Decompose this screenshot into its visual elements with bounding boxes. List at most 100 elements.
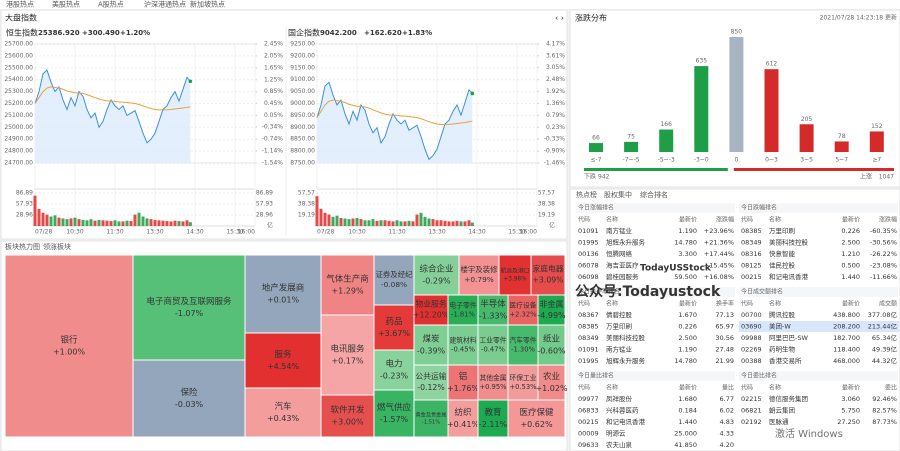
table-cell[interactable]: 和记电讯香港: [606, 417, 646, 426]
nav-arrows[interactable]: ‹ ›: [555, 14, 564, 23]
table-cell[interactable]: 明源云: [606, 429, 626, 438]
table-cell[interactable]: 香港交易所: [769, 356, 802, 365]
heatmap-cell[interactable]: [507, 399, 566, 438]
table-cell[interactable]: 万里印刷: [606, 323, 632, 331]
heatmap-cell[interactable]: [447, 294, 479, 326]
table-cell[interactable]: 00215: [741, 273, 762, 281]
sector-change: -2.11%: [479, 420, 508, 429]
heatmap-cell[interactable]: [320, 254, 375, 316]
top-tab[interactable]: 美股热点: [52, 0, 80, 9]
heatmap-cell[interactable]: [413, 324, 449, 366]
table-cell[interactable]: 06078: [578, 262, 599, 270]
table-cell[interactable]: 08349: [578, 334, 599, 342]
table-cell[interactable]: 海吉亚医疗: [606, 261, 639, 270]
heatmap-cell[interactable]: [413, 399, 449, 438]
table-cell[interactable]: 08349: [741, 239, 762, 247]
table-cell[interactable]: 00215: [578, 418, 599, 426]
heatmap-cell[interactable]: [132, 359, 246, 438]
top-tab[interactable]: 新加坡热点: [190, 0, 225, 9]
table-cell[interactable]: 00136: [578, 250, 599, 258]
x-tick-label: -5~-3: [658, 157, 675, 164]
table-cell[interactable]: 08316: [741, 250, 762, 258]
heatmap-cell[interactable]: [447, 324, 479, 366]
table-cell[interactable]: 06098: [578, 273, 599, 281]
table-cell[interactable]: 01995: [578, 357, 599, 365]
heatmap-cell[interactable]: [320, 394, 375, 438]
table-cell[interactable]: 06833: [578, 407, 599, 415]
table-cell[interactable]: 美丽科技控股: [606, 333, 646, 342]
heatmap-cell[interactable]: [373, 304, 415, 351]
heatmap-cell[interactable]: [244, 387, 322, 438]
table-cell[interactable]: 09988: [741, 334, 762, 342]
heatmap-cell[interactable]: [537, 324, 566, 366]
heatmap-cell[interactable]: [477, 294, 509, 326]
table-cell[interactable]: 阿里巴巴-SW: [769, 333, 808, 342]
table-cell[interactable]: 和记电讯香港: [769, 272, 809, 281]
table-cell[interactable]: 01995: [578, 239, 599, 247]
heatmap-cell[interactable]: [373, 254, 415, 306]
volume-bar: [53, 215, 57, 226]
table-cell[interactable]: 00388: [741, 357, 762, 365]
table-cell[interactable]: 倩碧控股: [606, 310, 633, 319]
table-cell[interactable]: 佳民控股: [769, 261, 796, 270]
table-cell[interactable]: 医脉通: [769, 417, 789, 426]
table-cell[interactable]: 02215: [741, 395, 762, 403]
table-cell[interactable]: 09977: [578, 395, 599, 403]
table-cell[interactable]: 旭辉永升服务: [606, 356, 646, 365]
table-cell[interactable]: 南方锰业: [606, 226, 633, 235]
table-cell[interactable]: 02269: [741, 346, 762, 354]
top-tab[interactable]: 港股热点: [6, 0, 34, 9]
table-cell[interactable]: 美团-W: [769, 322, 791, 331]
ranking-tab[interactable]: 热点榜: [576, 190, 597, 199]
table-cell[interactable]: 06821: [741, 407, 762, 415]
table-cell[interactable]: 朝云集团: [769, 406, 795, 415]
table-cell[interactable]: 08385: [741, 227, 762, 235]
table-cell[interactable]: 03690: [741, 323, 762, 331]
heatmap-cell[interactable]: [413, 254, 460, 296]
table-cell[interactable]: 凤祥股份: [606, 394, 633, 403]
table-cell[interactable]: 08367: [578, 311, 599, 319]
table-cell[interactable]: 01091: [578, 227, 599, 235]
table-cell[interactable]: 02192: [741, 418, 762, 426]
top-tab[interactable]: 沪深港通热点: [144, 0, 186, 9]
heatmap-cell[interactable]: [244, 332, 322, 389]
heatmap-cell[interactable]: [244, 254, 322, 334]
ranking-tab[interactable]: 综合排名: [640, 190, 668, 199]
column-header: 最新价: [842, 216, 860, 224]
heatmap-tab[interactable]: 板块热力图: [5, 242, 40, 251]
heatmap-cell[interactable]: [373, 389, 415, 438]
heatmap-cell[interactable]: [530, 254, 566, 296]
heatmap-cell[interactable]: [4, 254, 134, 438]
table-cell[interactable]: 快意智能: [769, 249, 796, 258]
ranking-tab[interactable]: 股权集中: [604, 190, 632, 199]
heatmap-tab[interactable]: 领涨板块: [43, 242, 71, 251]
sector-change: -0.47%: [481, 346, 505, 354]
table-cell[interactable]: 腾讯控股: [769, 310, 796, 319]
table-cell[interactable]: 09633: [578, 441, 599, 449]
table-cell[interactable]: 药明生物: [769, 345, 796, 354]
heatmap-cell[interactable]: [537, 364, 566, 401]
heatmap-cell[interactable]: [537, 294, 566, 326]
heatmap-cell[interactable]: [447, 364, 479, 401]
table-cell[interactable]: 农夫山泉: [606, 440, 633, 449]
heatmap-cell[interactable]: [373, 349, 415, 391]
table-cell[interactable]: 00009: [578, 430, 599, 438]
table-cell[interactable]: 碧桂园服务: [606, 272, 639, 281]
table-cell[interactable]: 08385: [578, 323, 599, 331]
table-cell[interactable]: 00700: [741, 311, 762, 319]
table-cell[interactable]: 08125: [741, 262, 762, 270]
heatmap-cell[interactable]: [447, 399, 479, 438]
heatmap-cell[interactable]: [498, 254, 532, 296]
table-cell[interactable]: 美丽科技控股: [769, 238, 809, 247]
table-cell[interactable]: 01091: [578, 346, 599, 354]
top-tab[interactable]: A股热点: [98, 0, 124, 9]
heatmap-cell[interactable]: [132, 254, 246, 361]
table-cell[interactable]: 南方锰业: [606, 345, 633, 354]
table-cell[interactable]: 兴科蓉医药: [606, 406, 639, 415]
table-cell[interactable]: 万里印刷: [769, 227, 795, 235]
table-cell[interactable]: 旭辉永升服务: [606, 238, 646, 247]
table-cell[interactable]: 德信服务集团: [769, 394, 808, 403]
table-cell[interactable]: 恒腾网络: [606, 249, 633, 258]
heatmap-cell[interactable]: [477, 399, 509, 438]
heatmap-cell[interactable]: [320, 314, 375, 396]
